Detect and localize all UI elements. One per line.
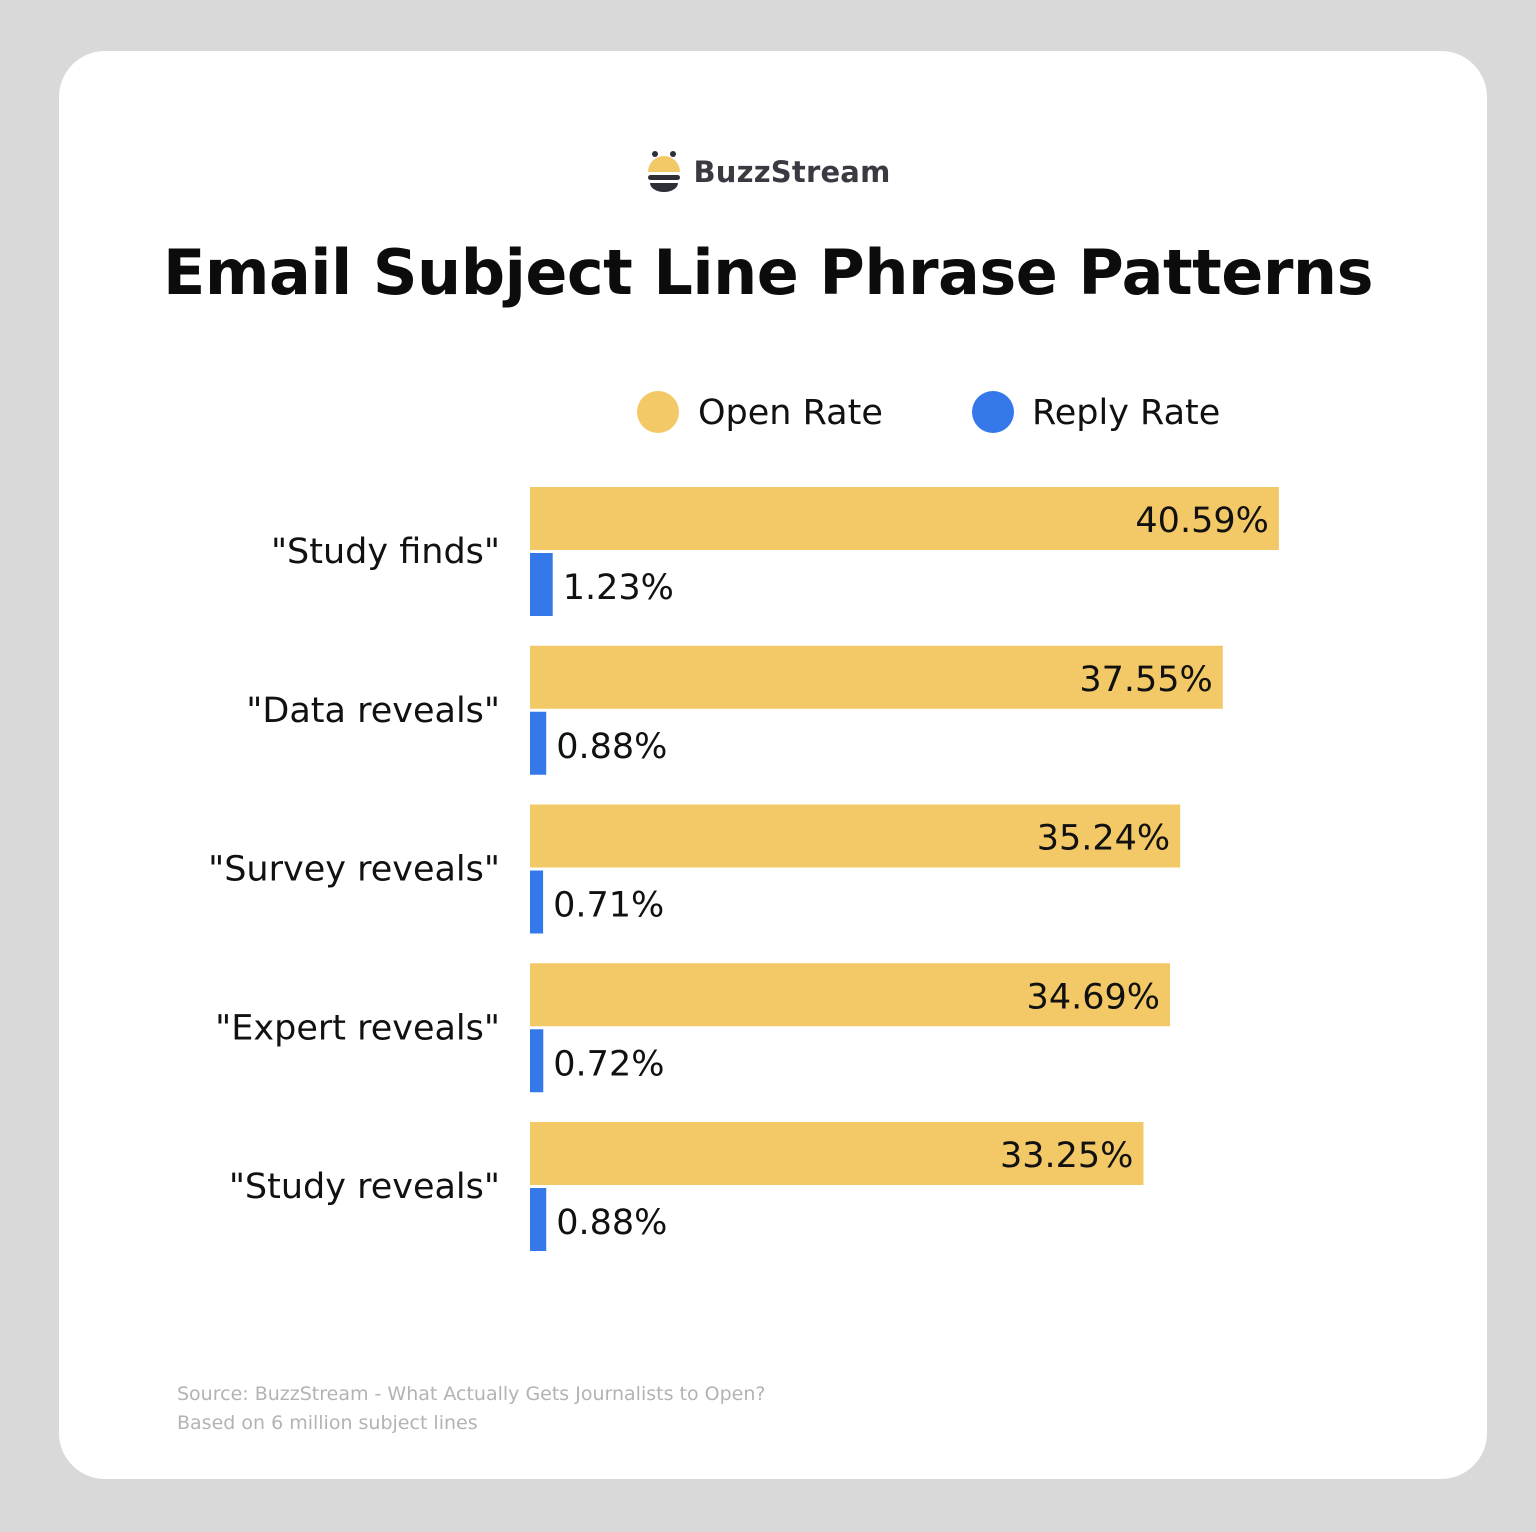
category-label: "Study finds" [271, 532, 500, 572]
chart-bars: "Study finds" 40.59% 1.23% "Data reveals" 37… [208, 487, 1279, 1251]
open-rate-value-label: 33.25% [1000, 1136, 1133, 1176]
chart-card [59, 51, 1487, 1479]
open-rate-bar [530, 804, 1181, 868]
open-rate-value-label: 34.69% [1027, 977, 1160, 1017]
reply-rate-bar [530, 870, 544, 934]
reply-rate-value-label: 0.72% [553, 1044, 664, 1084]
source-line: Source: BuzzStream - What Actually Gets … [177, 1383, 766, 1405]
category-label: "Survey reveals" [208, 850, 500, 890]
reply-rate-value-label: 0.88% [556, 727, 667, 767]
legend-label-reply-rate: Reply Rate [1032, 393, 1220, 433]
category-label: "Study reveals" [229, 1167, 500, 1207]
source-note: Source: BuzzStream - What Actually Gets … [177, 1380, 765, 1438]
reply-rate-value-label: 0.88% [556, 1203, 667, 1243]
brand-header: BuzzStream [0, 146, 1536, 198]
source-basis-line: Based on 6 million subject lines [177, 1412, 478, 1434]
open-rate-value-label: 40.59% [1135, 501, 1268, 541]
bee-icon [648, 151, 681, 192]
brand-name: BuzzStream [693, 155, 891, 189]
reply-rate-value-label: 0.71% [553, 886, 664, 926]
open-rate-bar [530, 487, 1279, 550]
category-label: "Expert reveals" [215, 1008, 500, 1048]
category-label: "Data reveals" [246, 691, 500, 731]
reply-rate-value-label: 1.23% [563, 568, 674, 608]
open-rate-bar [530, 963, 1171, 1027]
legend-swatch-reply-rate [972, 391, 1014, 433]
open-rate-bar [530, 645, 1223, 709]
chart-title: Email Subject Line Phrase Patterns [163, 236, 1373, 309]
open-rate-value-label: 35.24% [1037, 819, 1170, 859]
reply-rate-bar [530, 711, 547, 775]
reply-rate-bar [530, 1029, 544, 1093]
bar-chart: Open Rate Reply Rate "Study finds" 40.59% 1… [208, 391, 1279, 1251]
chart-legend: Open Rate Reply Rate [637, 391, 1220, 433]
reply-rate-bar [530, 553, 553, 616]
reply-rate-bar [530, 1188, 547, 1251]
open-rate-bar [530, 1122, 1144, 1185]
legend-swatch-open-rate [637, 391, 679, 433]
open-rate-value-label: 37.55% [1079, 660, 1212, 700]
legend-label-open-rate: Open Rate [698, 393, 883, 433]
